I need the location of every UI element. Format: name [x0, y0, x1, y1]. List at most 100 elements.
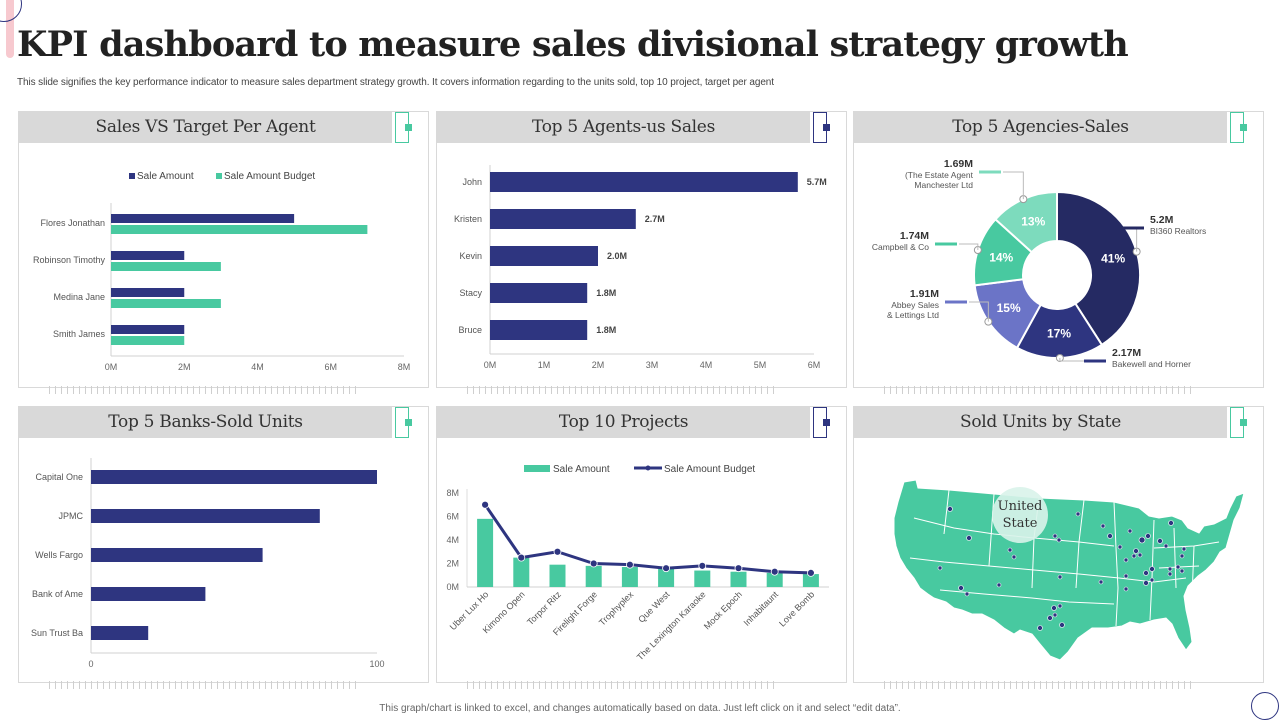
footer-note: This graph/chart is linked to excel, and…: [379, 703, 901, 714]
ruler-decoration: [467, 386, 777, 394]
category-label: Bank of Ame: [32, 589, 83, 599]
panel-title: Top 5 Agencies-Sales: [952, 117, 1129, 137]
panel-header: [437, 407, 810, 438]
corner-dot-icon: [1240, 419, 1247, 426]
x-tick-label: 100: [369, 659, 384, 669]
top-banks-chart[interactable]: Capital One JPMC Wells Fargo Bank of Ame Sun…: [19, 438, 430, 684]
category-label: Wells Fargo: [35, 550, 83, 560]
panel-sold-units-state: Sold Units by State: [853, 406, 1265, 689]
bar: [111, 214, 295, 223]
x-tick-label: 4M: [700, 360, 713, 370]
legend-swatch: [524, 465, 550, 472]
category-label: Torpor Ritz: [525, 589, 563, 627]
legend-swatch: [129, 173, 135, 179]
corner-marker: [395, 112, 412, 143]
slice-name: BI360 Realtors: [1150, 226, 1206, 236]
legend-label: Sale Amount: [137, 171, 194, 182]
legend-label: Sale Amount Budget: [664, 464, 755, 475]
slice-value: 2.17M: [1112, 347, 1141, 359]
us-map[interactable]: United State: [854, 438, 1265, 684]
page-title: KPI dashboard to measure sales divisiona…: [17, 24, 1129, 65]
page-subtitle: This slide signifies the key performance…: [17, 77, 774, 88]
panel-title: Sales VS Target Per Agent: [95, 117, 316, 137]
bar: [490, 172, 798, 192]
category-label: Flores Jonathan: [40, 218, 105, 228]
sales-vs-target-chart[interactable]: Sale Amount Sale Amount Budget Flores Jona…: [19, 143, 430, 389]
slice-percent: 15%: [997, 301, 1021, 315]
line-marker: [517, 553, 526, 562]
category-label: JPMC: [59, 511, 84, 521]
y-tick-label: 0M: [446, 582, 459, 592]
line-marker: [662, 564, 671, 573]
slice-name: & Lettings Ltd: [887, 310, 939, 320]
state-borders: [909, 489, 1220, 627]
category-label: Robinson Timothy: [33, 255, 106, 265]
corner-dot-icon: [823, 419, 830, 426]
slice-value: 1.69M: [944, 158, 973, 170]
bar: [585, 565, 602, 587]
bar: [477, 518, 494, 587]
budget-line: [483, 503, 811, 575]
slice-percent: 14%: [989, 250, 1013, 264]
map-label-line-1: United: [998, 499, 1043, 514]
bar: [802, 574, 819, 587]
data-label: 1.8M: [596, 325, 616, 335]
top-agents-chart[interactable]: John 5.7M Kristen 2.7M Kevin 2.0M Stacy 1.8M Bru…: [437, 143, 848, 389]
panel-sales-vs-target: Sales VS Target Per Agent Sale Amount Sal…: [18, 111, 430, 394]
category-label: Bruce: [458, 325, 482, 335]
bar: [91, 509, 320, 523]
category-label: Capital One: [35, 472, 83, 482]
x-tick-label: 2M: [592, 360, 605, 370]
bar: [766, 572, 783, 587]
top-projects-chart[interactable]: Sale Amount Sale Amount Budget0M2M4M6M8MU…: [437, 438, 848, 684]
line-marker: [734, 564, 743, 573]
bar: [111, 299, 221, 308]
bar: [621, 567, 638, 587]
leader-line: [1059, 357, 1084, 362]
us-map-shape: [893, 479, 1245, 661]
corner-dot-icon: [405, 124, 412, 131]
y-tick-label: 8M: [446, 488, 459, 498]
bar: [658, 568, 675, 587]
corner-marker: [813, 112, 830, 143]
leader-swatch: [979, 170, 1001, 174]
x-tick-label: 0: [88, 659, 93, 669]
panel-title: Top 5 Banks-Sold Units: [108, 412, 303, 432]
y-tick-label: 6M: [446, 512, 459, 522]
bar: [490, 209, 636, 229]
panel-header: [854, 407, 1227, 438]
slice-percent: 13%: [1021, 215, 1045, 229]
bar: [549, 564, 566, 587]
bar: [730, 571, 747, 587]
panel-title: Top 10 Projects: [558, 412, 689, 432]
category-label: Trophyplex: [597, 589, 636, 628]
panel-header: [19, 407, 392, 438]
category-label: Smith James: [53, 329, 106, 339]
legend-label: Sale Amount: [553, 464, 610, 475]
category-label: Stacy: [459, 288, 482, 298]
x-tick-label: 1M: [538, 360, 551, 370]
bar: [694, 570, 711, 587]
category-label: John: [462, 177, 482, 187]
slice-name: (The Estate Agent: [905, 170, 974, 180]
map-label-bubble: [992, 487, 1048, 543]
panel-title: Sold Units by State: [960, 412, 1121, 432]
slice-value: 1.74M: [900, 230, 929, 242]
leader-line: [959, 243, 979, 251]
x-tick-label: 4M: [251, 362, 264, 372]
corner-dot-icon: [1240, 124, 1247, 131]
bar: [111, 288, 185, 297]
slice-value: 1.91M: [910, 288, 939, 300]
donut-slice: [994, 190, 1058, 254]
ruler-decoration: [467, 681, 777, 689]
x-tick-label: 6M: [808, 360, 821, 370]
bar: [91, 587, 206, 601]
x-tick-label: 0M: [484, 360, 497, 370]
corner-marker: [1230, 112, 1247, 143]
y-tick-label: 2M: [446, 559, 459, 569]
ruler-decoration: [884, 386, 1194, 394]
x-tick-label: 0M: [105, 362, 118, 372]
panel-header: [19, 112, 392, 143]
line-marker: [625, 560, 634, 569]
